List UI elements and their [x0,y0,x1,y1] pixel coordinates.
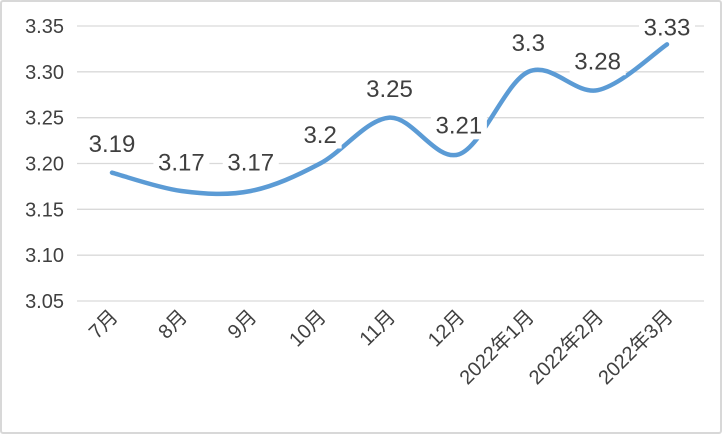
data-label: 3.3 [512,30,545,57]
data-label-background [361,74,418,103]
x-axis-tick-label: 2022年2月 [524,305,608,389]
y-axis-tick-label: 3.20 [25,154,64,176]
data-label: 3.25 [366,76,413,103]
data-label: 3.19 [89,131,136,158]
data-label: 3.17 [158,149,205,176]
data-label-background [222,148,279,176]
y-axis-tick-label: 3.30 [25,62,64,84]
x-axis-tick-label: 9月 [224,306,262,344]
y-axis-labels-group: 3.35 3.30 3.25 3.20 3.15 3.10 3.05 [25,16,64,313]
x-axis-tick-label: 2022年1月 [455,305,539,389]
series-group [109,42,670,197]
y-axis-tick-label: 3.15 [25,199,64,221]
y-axis-tick-label: 3.25 [25,108,64,130]
x-axis-tick-label: 7月 [85,306,123,344]
x-axis-tick-label: 12月 [424,306,469,351]
data-label: 3.17 [227,149,274,176]
x-axis-tick-label: 11月 [356,306,400,350]
data-label: 3.21 [436,113,483,140]
x-axis-tick-label: 8月 [154,306,192,344]
data-labels-group: 3.19 3.17 3.17 3.2 3.25 3.21 3.3 3.28 3.33 [84,13,695,176]
data-label-background [84,129,140,158]
y-axis-tick-label: 3.35 [25,16,64,38]
y-axis-tick-label: 3.05 [25,291,64,313]
y-axis-tick-label: 3.10 [25,245,64,267]
data-label-background [430,111,487,140]
data-label-background [639,13,695,41]
data-label-background [506,28,550,57]
data-label-background [153,148,210,176]
data-label: 3.2 [303,122,336,149]
series-line [109,42,670,197]
data-label: 3.28 [574,49,621,76]
x-axis-tick-label: 2022年3月 [594,305,678,389]
data-label-background [569,47,626,76]
data-label: 3.33 [644,14,691,41]
data-label-background [298,120,342,149]
x-axis-tick-label: 10月 [285,306,330,351]
